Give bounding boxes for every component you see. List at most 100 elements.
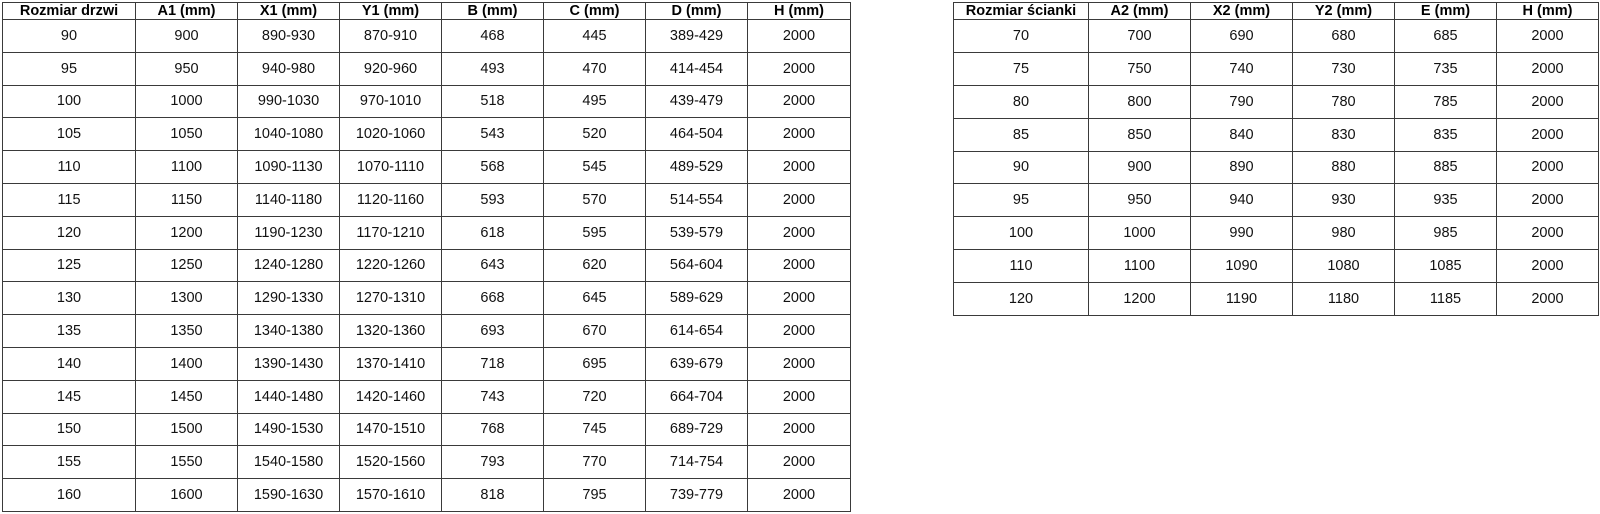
table-cell: 1100 [135,150,238,184]
column-header: H (mm) [747,2,851,20]
table-cell: 568 [441,150,544,184]
table-cell: 2000 [1496,183,1599,218]
table-cell: 110 [953,249,1089,283]
table-cell: 750 [1088,51,1191,86]
table-cell: 145 [2,379,136,414]
table-cell: 1240-1280 [237,248,340,283]
table-cell: 1390-1430 [237,346,340,381]
table-cell: 125 [2,248,136,283]
table-cell: 2000 [747,84,851,119]
table-cell: 1040-1080 [237,117,340,152]
table-cell: 155 [2,445,136,480]
table-cell: 818 [441,478,544,512]
table-row: 90 900 890 880 885 2000 [953,150,1599,185]
table-cell: 2000 [747,51,851,86]
table-cell: 520 [543,117,646,152]
table-cell: 700 [1088,19,1191,53]
column-header: C (mm) [543,2,646,20]
table-cell: 1120-1160 [339,182,442,217]
table-cell: 160 [2,478,136,512]
column-header: E (mm) [1394,2,1497,20]
table-cell: 668 [441,281,544,316]
table-cell: 618 [441,215,544,250]
table-cell: 570 [543,182,646,217]
table-cell: 1590-1630 [237,478,340,512]
table-cell: 2000 [747,412,851,447]
column-header: X1 (mm) [237,2,340,20]
table-cell: 890-930 [237,19,340,53]
table-cell: 1520-1560 [339,445,442,480]
table-cell: 1600 [135,478,238,512]
table-cell: 1190 [1190,282,1293,316]
table-row: 80 800 790 780 785 2000 [953,84,1599,119]
table-cell: 100 [953,216,1089,251]
table-row: 140 1400 1390-1430 1370-1410 718 695 639-679 20… [2,346,851,381]
table-cell: 2000 [1496,282,1599,316]
table-cell: 890 [1190,150,1293,185]
table-cell: 1100 [1088,249,1191,283]
table-cell: 745 [543,412,646,447]
table-cell: 795 [543,478,646,512]
table-row: 160 1600 1590-1630 1570-1610 818 795 739-779 20… [2,478,851,512]
table-cell: 414-454 [645,51,748,86]
table-cell: 95 [953,183,1089,218]
table-cell: 790 [1190,84,1293,119]
table-cell: 120 [953,282,1089,316]
table-cell: 140 [2,346,136,381]
column-header: X2 (mm) [1190,2,1293,20]
table-cell: 493 [441,51,544,86]
table-cell: 100 [2,84,136,119]
table-cell: 1500 [135,412,238,447]
table-row: 120 1200 1190 1180 1185 2000 [953,282,1599,316]
table-cell: 105 [2,117,136,152]
table-cell: 2000 [1496,216,1599,251]
table-cell: 489-529 [645,150,748,184]
table-cell: 2000 [747,445,851,480]
table-cell: 85 [953,117,1089,152]
table-cell: 1550 [135,445,238,480]
table-cell: 389-429 [645,19,748,53]
door-dimensions-table: Rozmiar drzwi A1 (mm) X1 (mm) Y1 (mm) B (mm)… [2,2,851,512]
table-cell: 2000 [747,478,851,512]
table-cell: 830 [1292,117,1395,152]
table-cell: 1185 [1394,282,1497,316]
table-cell: 595 [543,215,646,250]
table-cell: 800 [1088,84,1191,119]
table-cell: 664-704 [645,379,748,414]
table-cell: 495 [543,84,646,119]
door-table-body: 90 900 890-930 870-910 468 445 389-429 2000 95 95… [2,19,851,512]
table-cell: 1490-1530 [237,412,340,447]
table-cell: 1070-1110 [339,150,442,184]
column-header: Rozmiar ścianki [953,2,1089,20]
table-cell: 940-980 [237,51,340,86]
table-cell: 970-1010 [339,84,442,119]
table-cell: 720 [543,379,646,414]
table-cell: 620 [543,248,646,283]
table-cell: 718 [441,346,544,381]
table-cell: 1400 [135,346,238,381]
table-cell: 1440-1480 [237,379,340,414]
table-row: 135 1350 1340-1380 1320-1360 693 670 614-654 20… [2,314,851,348]
table-cell: 1420-1460 [339,379,442,414]
table-cell: 1020-1060 [339,117,442,152]
door-table-header: Rozmiar drzwi A1 (mm) X1 (mm) Y1 (mm) B (mm)… [2,2,851,20]
table-cell: 1050 [135,117,238,152]
table-cell: 545 [543,150,646,184]
table-cell: 90 [953,150,1089,185]
table-cell: 1140-1180 [237,182,340,217]
table-cell: 850 [1088,117,1191,152]
table-cell: 689-729 [645,412,748,447]
table-cell: 693 [441,314,544,348]
table-cell: 950 [1088,183,1191,218]
table-cell: 130 [2,281,136,316]
column-header: A1 (mm) [135,2,238,20]
table-cell: 1090 [1190,249,1293,283]
table-cell: 464-504 [645,117,748,152]
table-cell: 2000 [747,150,851,184]
table-cell: 645 [543,281,646,316]
table-row: 75 750 740 730 735 2000 [953,51,1599,86]
table-cell: 768 [441,412,544,447]
table-cell: 900 [135,19,238,53]
table-cell: 70 [953,19,1089,53]
table-cell: 735 [1394,51,1497,86]
